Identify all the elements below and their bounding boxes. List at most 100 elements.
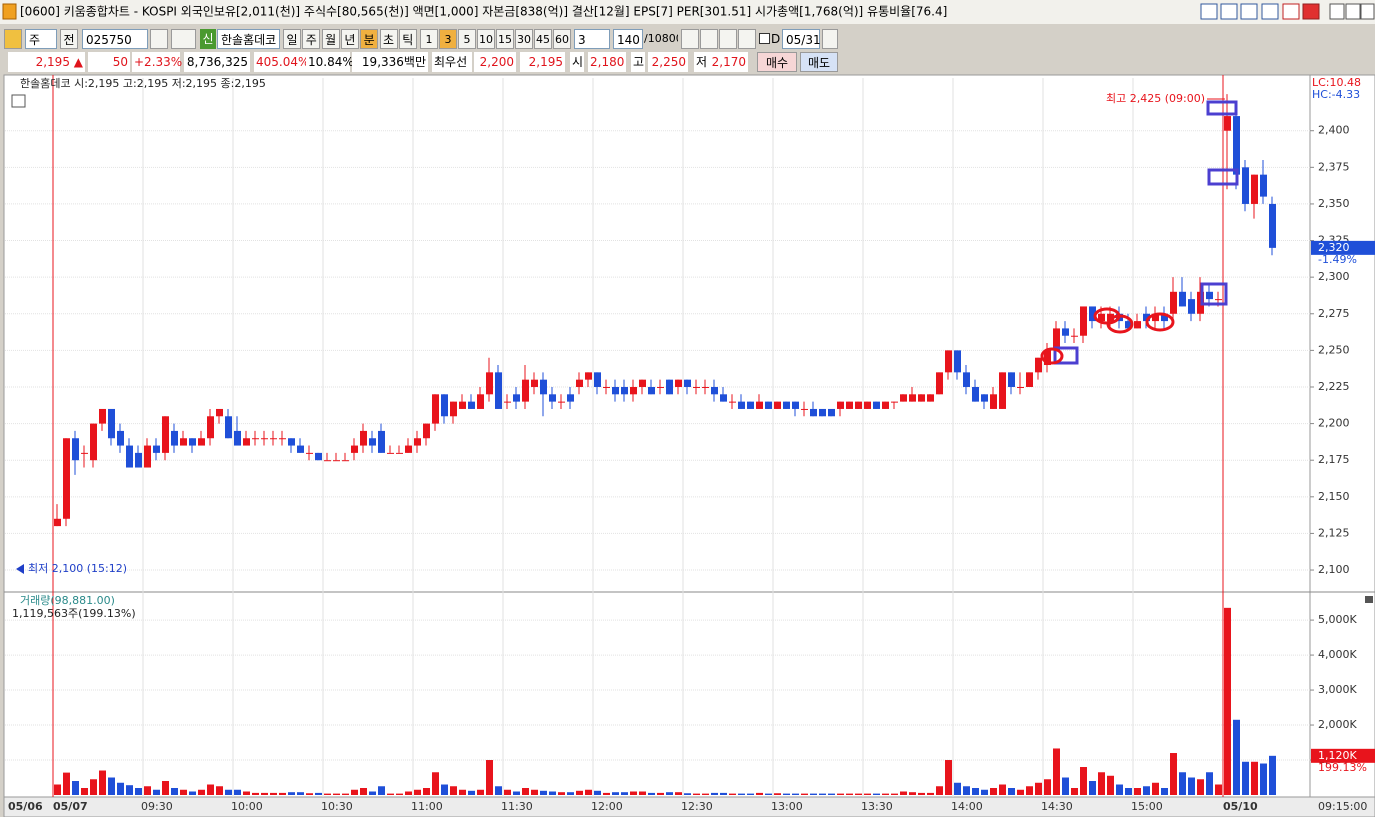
volume-bar (189, 791, 196, 795)
candle-body (189, 438, 196, 446)
candle-body (1008, 372, 1015, 387)
volume-bar (648, 792, 655, 795)
period-button[interactable]: 월 (321, 29, 340, 49)
candle-body (72, 438, 79, 461)
control-button[interactable] (1282, 3, 1300, 20)
candle-body (657, 386, 664, 388)
volume-legend: 거래량(98,881.00) (20, 594, 115, 607)
minimize-button[interactable] (1329, 3, 1345, 20)
control-button[interactable] (1240, 3, 1258, 20)
volume-bar (270, 792, 277, 795)
close-button[interactable] (1360, 3, 1375, 20)
candle-body (909, 394, 916, 402)
interval-button[interactable]: 3 (439, 29, 457, 49)
candle-body (1251, 174, 1258, 204)
y-tick-label: 2,375 (1318, 160, 1350, 173)
period-button[interactable]: 초 (379, 29, 398, 49)
window-title: [0600] 키움종합차트 - KOSPI 외국인보유[2,011(천)] 주식… (20, 4, 947, 19)
save-button[interactable] (719, 29, 737, 49)
volume-bar (738, 793, 745, 795)
volume-bar (162, 781, 169, 795)
interval-button[interactable]: 1 (420, 29, 438, 49)
period-button[interactable]: 년 (340, 29, 359, 49)
checkbox[interactable] (759, 33, 770, 44)
volume-bar (432, 772, 439, 795)
market-select[interactable]: 주 (25, 29, 57, 49)
buy-button[interactable]: 매수 (757, 52, 797, 72)
interval-button[interactable]: 30 (515, 29, 533, 49)
sound-button[interactable] (171, 29, 196, 49)
candle-body (918, 394, 925, 402)
volume-bar (108, 777, 115, 795)
period-button[interactable]: 일 (283, 29, 301, 49)
volume-bar (936, 786, 943, 795)
candle-body (576, 379, 583, 387)
volume-bar (324, 793, 331, 795)
control-button[interactable] (1261, 3, 1279, 20)
interval-button[interactable]: 45 (534, 29, 552, 49)
volume-bar (405, 791, 412, 795)
candle-body (738, 401, 745, 409)
menu-icon[interactable] (4, 29, 22, 49)
volume-bar (621, 792, 628, 795)
tool-button[interactable] (681, 29, 699, 49)
calendar-button[interactable] (822, 29, 838, 49)
volume-bar (1206, 772, 1213, 795)
search-button[interactable] (150, 29, 168, 49)
volume-bar (225, 789, 232, 795)
grid-icon[interactable] (11, 94, 26, 108)
control-button[interactable] (1302, 3, 1320, 20)
volume-bar (72, 781, 79, 795)
count-input[interactable]: 140 (613, 29, 643, 49)
volume-bar (981, 789, 988, 795)
code-input[interactable]: 025750 (82, 29, 148, 49)
volume-bar (1017, 789, 1024, 795)
user-box (1207, 168, 1239, 186)
candle-body (153, 445, 160, 453)
volume-bar (1080, 767, 1087, 795)
panel-button[interactable] (1365, 596, 1373, 603)
tool-button[interactable] (700, 29, 718, 49)
volume-bar (819, 793, 826, 795)
control-button[interactable] (1200, 3, 1218, 20)
volume-bar (144, 786, 151, 795)
candle-body (936, 372, 943, 395)
candle-body (504, 401, 511, 403)
period-button[interactable]: 주 (302, 29, 321, 49)
candle-body (1125, 321, 1132, 329)
volume-bar (288, 792, 295, 795)
settings-button[interactable] (738, 29, 756, 49)
candle-body (522, 379, 529, 402)
candle-body (747, 401, 754, 409)
sell-button[interactable]: 매도 (800, 52, 838, 72)
volume-bar (1224, 607, 1231, 795)
period-button[interactable]: 분 (360, 29, 379, 49)
volume-bar (153, 789, 160, 795)
title-bar (0, 0, 1375, 24)
prev-button[interactable]: 전 (60, 29, 78, 49)
volume-bar (1026, 786, 1033, 795)
volume-bar (1107, 775, 1114, 795)
x-tick-label: 10:00 (231, 800, 263, 813)
window-controls[interactable] (1200, 3, 1375, 20)
maximize-button[interactable] (1345, 3, 1361, 20)
candle-body (675, 379, 682, 387)
volume-bar (783, 793, 790, 795)
interval-select[interactable]: 3 (574, 29, 610, 49)
volume-bar (207, 784, 214, 795)
info-field: 19,336백만 (352, 52, 428, 72)
y-tick-label: 2,400 (1318, 124, 1350, 137)
volume-bar (756, 792, 763, 795)
candle-body (1053, 328, 1060, 351)
date-input[interactable]: 05/31 (782, 29, 821, 49)
control-button[interactable] (1220, 3, 1238, 20)
candle-body (972, 386, 979, 402)
interval-button[interactable]: 15 (496, 29, 514, 49)
interval-button[interactable]: 10 (477, 29, 495, 49)
volume-bar (900, 791, 907, 795)
interval-button[interactable]: 60 (553, 29, 571, 49)
period-button[interactable]: 틱 (398, 29, 417, 49)
info-field: 시 (570, 52, 584, 72)
interval-button[interactable]: 5 (458, 29, 476, 49)
